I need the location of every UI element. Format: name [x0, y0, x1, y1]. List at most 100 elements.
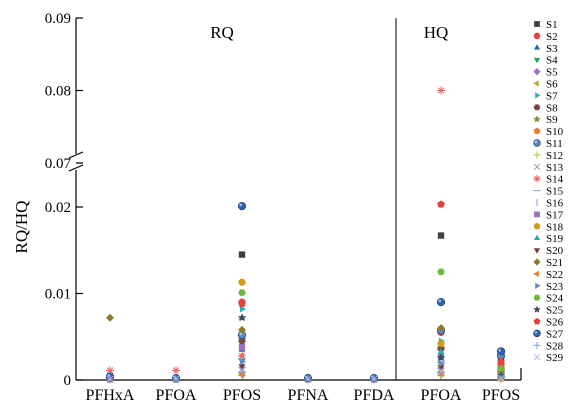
point-rq-pfos-s25	[237, 313, 247, 322]
x-category-label: PFNA	[288, 387, 329, 404]
point-hq-pfos-s24	[497, 365, 505, 373]
point-rq-pfos-s29	[238, 366, 246, 375]
legend-label-s27: S27	[546, 328, 564, 340]
y-tick-label: 0.07	[45, 156, 72, 172]
point-hq-pfoa-s27	[436, 298, 446, 307]
legend-label-s24: S24	[546, 293, 564, 305]
point-rq-pfos-s8	[238, 337, 246, 345]
point-hq-pfos-s29	[497, 374, 505, 382]
legend-label-s10: S10	[546, 126, 564, 138]
point-rq-pfos-s17	[238, 343, 246, 351]
legend-label-s20: S20	[546, 245, 564, 257]
x-axis-categories: PFHxA PFOA PFOS PFNA PFDA PFOA PFOS	[86, 374, 520, 404]
legend-marker-s7	[535, 92, 541, 99]
legend-label-s19: S19	[546, 233, 564, 245]
point-rq-pfos-s20	[238, 364, 246, 371]
point-rq-pfos-s24	[238, 289, 246, 296]
x-category-label: PFDA	[354, 387, 395, 404]
point-rq-pfna-s29	[304, 375, 312, 383]
y-tick-label: 0.08	[45, 84, 71, 100]
legend-label-s16: S16	[546, 198, 564, 210]
point-hq-pfoa-s1	[437, 232, 445, 239]
point-rq-pfhxa-s21	[106, 313, 114, 322]
legend-label-s2: S2	[546, 31, 558, 43]
legend-marker-s25	[533, 305, 541, 313]
legend-marker-s21	[533, 258, 541, 266]
point-rq-pfos-s21	[238, 325, 246, 334]
point-hq-pfoa-s24	[437, 268, 445, 276]
point-hq-pfoa-s19	[437, 348, 445, 355]
point-hq-pfos-s26	[497, 357, 505, 366]
legend-marker-s13	[533, 163, 541, 171]
legend-marker-s1	[534, 21, 540, 27]
point-rq-pfhxa-s29	[106, 375, 114, 383]
legend-label-s13: S13	[546, 162, 564, 174]
x-category-label: PFOS	[223, 387, 261, 404]
legend-marker-s3	[533, 44, 541, 50]
point-hq-pfoa-s21	[437, 324, 445, 333]
point-hq-pfoa-s23	[439, 360, 445, 368]
legend-label-s11: S11	[546, 138, 563, 150]
point-rq-pfos-s26	[238, 299, 246, 308]
legend-label-s8: S8	[546, 102, 558, 114]
legend-marker-s10	[533, 127, 541, 135]
legend-label-s22: S22	[546, 269, 563, 281]
legend-label-s7: S7	[546, 90, 558, 102]
legend-marker-s18	[533, 223, 541, 230]
legend-marker-s19	[533, 234, 541, 240]
legend-label-s4: S4	[546, 55, 558, 67]
legend-marker-s14	[533, 175, 541, 183]
point-rq-pfos-s27	[237, 202, 247, 211]
x-category-label: PFOA	[156, 387, 197, 404]
legend-marker-s17	[534, 211, 540, 218]
legend-marker-s6	[533, 80, 539, 87]
panel-label-rq: RQ	[210, 23, 234, 42]
point-hq-pfoa-s18	[437, 340, 445, 348]
y-tick-label: 0	[64, 373, 72, 389]
point-hq-pfoa-s28	[437, 368, 445, 377]
legend-label-s25: S25	[546, 305, 564, 317]
legend-label-s3: S3	[546, 43, 558, 55]
point-rq-pfoa-s29	[172, 375, 180, 383]
chart-axes	[68, 18, 522, 381]
y-tick-label: 0.09	[45, 11, 71, 27]
legend-marker-s5	[533, 68, 541, 76]
legend-marker-s26	[533, 317, 541, 325]
point-hq-pfoa-s26	[437, 200, 445, 208]
y-axis-title: RQ/HQ	[12, 201, 31, 254]
legend-marker-s8	[533, 104, 541, 111]
legend-label-s17: S17	[546, 209, 564, 221]
legend-marker-s20	[533, 248, 541, 254]
legend-label-s15: S15	[546, 186, 564, 198]
legend-label-s21: S21	[546, 257, 563, 269]
legend-label-s9: S9	[546, 114, 558, 126]
legend-marker-s2	[533, 32, 541, 40]
legend-marker-s9	[533, 115, 541, 123]
legend-marker-s27	[533, 329, 541, 338]
legend-marker-s29	[533, 353, 541, 361]
y-tick-label: 0.02	[45, 200, 71, 216]
point-rq-pfos-s28	[238, 368, 246, 377]
y-tick-label: 0.01	[45, 287, 71, 303]
point-hq-pfoa-s29	[437, 367, 445, 375]
x-category-label: PFOA	[421, 387, 462, 404]
x-category-label: PFHxA	[86, 387, 135, 404]
point-rq-pfoa-s14	[172, 366, 180, 375]
legend-label-s28: S28	[546, 340, 564, 352]
legend-label-s23: S23	[546, 281, 564, 293]
panel-label-hq: HQ	[424, 23, 449, 42]
point-rq-pfos-s18	[238, 278, 246, 286]
legend-label-s5: S5	[546, 67, 558, 79]
point-rq-pfda-s29	[370, 375, 378, 383]
legend-marker-s11	[533, 139, 541, 147]
legend-label-s1: S1	[546, 19, 558, 31]
axis-break-mark-top	[68, 151, 84, 159]
point-hq-pfoa-s14	[437, 86, 445, 95]
legend-label-s14: S14	[546, 174, 564, 186]
legend-marker-s4	[533, 57, 541, 64]
legend-marker-s23	[535, 282, 541, 289]
legend-label-s18: S18	[546, 221, 564, 233]
point-rq-pfos-s23	[240, 358, 246, 366]
point-rq-pfos-s7	[240, 305, 246, 313]
